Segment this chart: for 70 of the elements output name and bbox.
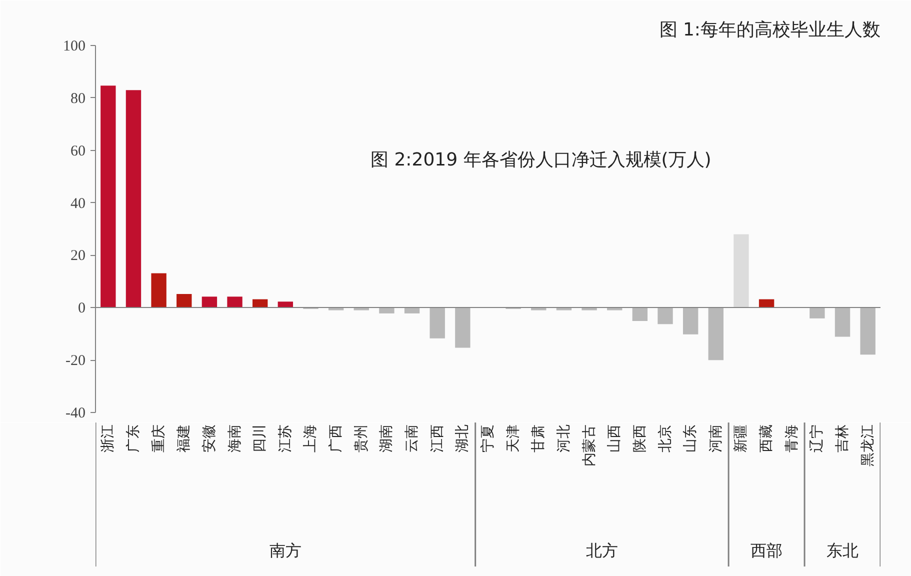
- x-tick-label: 青海: [784, 424, 800, 452]
- bar: [202, 296, 218, 308]
- y-tick-label: 40: [70, 196, 86, 212]
- bar: [582, 308, 597, 310]
- bar: [658, 308, 673, 324]
- x-tick-label: 贵州: [353, 424, 370, 452]
- x-tick-label: 甘肃: [530, 424, 547, 452]
- bar: [227, 296, 242, 308]
- bar: [734, 234, 749, 308]
- x-tick-label: 四川: [252, 424, 268, 452]
- x-tick-label: 辽宁: [809, 424, 826, 452]
- bar: [632, 308, 648, 322]
- bar: [354, 308, 369, 310]
- x-tick-label: 河北: [556, 424, 572, 452]
- text: 北方: [586, 541, 618, 560]
- bar: [379, 308, 394, 314]
- text: 西部: [750, 541, 783, 560]
- x-tick-label: 陕西: [632, 424, 648, 452]
- x-tick-label: 河南: [708, 424, 724, 452]
- x-tick-label: 云南: [404, 424, 420, 452]
- x-tick-label: 广东: [125, 424, 142, 452]
- bar: [607, 308, 622, 310]
- y-tick-label: -40: [66, 406, 86, 422]
- x-tick-label: 上海: [302, 424, 319, 452]
- y-tick-label: 0: [78, 300, 86, 317]
- text: 图 2:2019 年各省份人口净迁入规模(万人): [370, 150, 712, 170]
- bar: [810, 308, 825, 318]
- x-tick-label: 湖南: [378, 424, 395, 452]
- bar: [860, 308, 876, 355]
- x-tick-label: 江西: [429, 424, 446, 452]
- bar: [834, 308, 850, 337]
- x-tick-label: 新疆: [733, 424, 750, 452]
- bar: [455, 308, 470, 348]
- bar: [278, 302, 294, 308]
- x-tick-label: 海南: [226, 424, 243, 452]
- x-tick-label: 西藏: [758, 424, 775, 452]
- x-tick-label: 湖北: [454, 424, 471, 452]
- bar: [682, 308, 698, 334]
- bar: [708, 308, 724, 360]
- bar: [151, 273, 166, 308]
- bar: [531, 308, 546, 310]
- x-tick-label: 北京: [657, 424, 674, 452]
- x-tick-label: 内蒙古: [581, 424, 598, 466]
- bar: [556, 308, 572, 310]
- text: 东北: [826, 541, 859, 560]
- y-tick-label: 80: [70, 90, 86, 107]
- x-tick-label: 重庆: [150, 424, 167, 452]
- x-tick-label: 吉林: [834, 424, 851, 452]
- bar: [100, 86, 116, 308]
- x-tick-label: 黑龙江: [860, 424, 876, 466]
- x-tick-label: 福建: [176, 424, 192, 452]
- bar: [126, 90, 142, 308]
- bar: [328, 308, 344, 310]
- y-tick-label: 20: [70, 248, 86, 264]
- x-tick-label: 山东: [682, 424, 699, 452]
- y-tick-label: 60: [70, 143, 86, 160]
- y-tick-label: 100: [63, 38, 86, 54]
- bar: [430, 308, 445, 338]
- x-tick-label: 安徽: [201, 424, 218, 452]
- x-tick-label: 宁夏: [480, 424, 496, 452]
- bar: [404, 308, 420, 314]
- text: 南方: [269, 541, 302, 560]
- caption: 图 1:每年的高校毕业生人数: [659, 20, 881, 40]
- x-tick-label: 天津: [505, 424, 522, 452]
- x-tick-label: 广西: [328, 424, 344, 452]
- x-tick-label: 山西: [606, 424, 623, 452]
- x-tick-label: 浙江: [100, 424, 116, 452]
- x-tick-label: 江苏: [277, 424, 294, 452]
- y-tick-label: -20: [66, 353, 86, 370]
- bar: [176, 294, 192, 308]
